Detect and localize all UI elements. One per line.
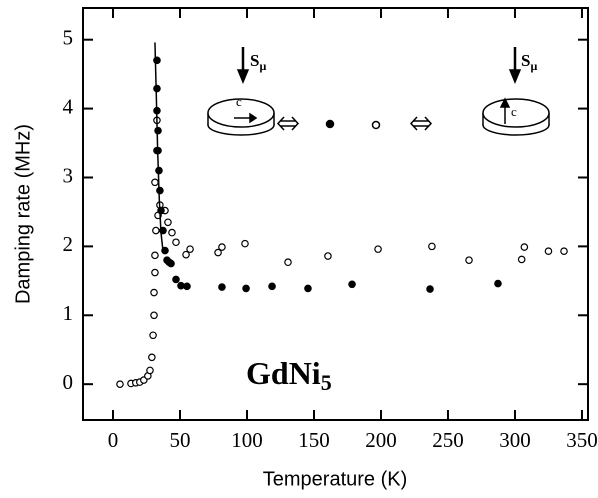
filled-point	[153, 84, 161, 93]
y-tick-label: 2	[63, 232, 74, 256]
spin-label: Sμ	[250, 51, 266, 73]
filled-point	[172, 275, 180, 284]
open-point	[151, 268, 159, 277]
fit-line	[154, 42, 165, 254]
open-point	[544, 247, 553, 256]
filled-point	[167, 259, 175, 268]
filled-point	[177, 281, 185, 290]
open-point	[465, 256, 473, 264]
filled-point	[304, 284, 312, 293]
filled-point	[426, 285, 434, 293]
open-point	[517, 255, 526, 264]
filled-point	[183, 282, 191, 291]
spin-label: Sμ	[521, 51, 537, 73]
x-tick-label: 200	[365, 428, 397, 452]
filled-point	[154, 126, 162, 135]
filled-point	[242, 284, 250, 293]
c-label: c	[511, 104, 517, 119]
spin-sub: μ	[530, 59, 537, 73]
open-point	[218, 243, 226, 251]
sample-sub: 5	[321, 370, 332, 395]
sample-main: GdNi	[246, 355, 321, 391]
inset	[207, 47, 550, 136]
arrow-head	[249, 112, 258, 124]
x-tick-label: 50	[170, 428, 191, 452]
open-point	[241, 239, 249, 248]
x-tick-label: 0	[108, 428, 119, 452]
filled-symbol	[325, 119, 335, 129]
sample-label: GdNi5	[246, 355, 332, 395]
y-tick-label: 1	[63, 301, 74, 325]
x-tick-label: 300	[499, 428, 531, 452]
x-tick-label: 350	[566, 428, 598, 452]
open-point	[146, 366, 154, 375]
y-tick-label: 0	[63, 370, 74, 394]
open-point	[148, 353, 156, 362]
open-point	[150, 288, 158, 297]
open-point	[186, 245, 194, 253]
filled-point	[268, 282, 276, 291]
c-label: c	[236, 94, 242, 109]
plot-area	[82, 7, 589, 421]
open-symbol	[371, 120, 381, 130]
y-tick-label: 3	[63, 163, 74, 187]
open-point	[560, 247, 568, 256]
y-axis-label: Damping rate (MHz)	[12, 124, 34, 304]
open-point	[374, 245, 382, 253]
open-point	[284, 258, 292, 267]
open-point	[324, 252, 332, 260]
spin-main: S	[521, 51, 530, 70]
filled-point	[218, 283, 226, 291]
open-point	[116, 380, 124, 388]
axes-frame	[82, 7, 589, 421]
x-tick-label: 150	[298, 428, 330, 452]
spin-main: S	[250, 51, 259, 70]
x-axis-label: Temperature (K)	[263, 468, 408, 490]
arrow-head	[508, 69, 522, 84]
filled-point	[494, 279, 502, 288]
open-point	[428, 242, 436, 251]
open-point	[164, 218, 172, 227]
double-arrow	[276, 116, 300, 131]
y-tick-label: 5	[63, 26, 74, 50]
x-tick-label: 250	[432, 428, 464, 452]
disk-top	[482, 98, 550, 128]
y-tick-label: 4	[63, 94, 74, 118]
double-arrow	[409, 116, 433, 131]
filled-point	[156, 186, 164, 195]
open-point	[150, 311, 158, 320]
disk-top	[207, 98, 275, 128]
open-point	[151, 178, 159, 187]
open-point	[149, 331, 157, 340]
open-point	[520, 243, 529, 251]
open-point	[152, 226, 160, 235]
open-point	[151, 251, 159, 260]
arrow-head	[499, 97, 511, 108]
spin-sub: μ	[259, 59, 266, 73]
open-point	[214, 248, 222, 257]
open-point	[172, 238, 180, 247]
open-point	[168, 228, 176, 237]
x-tick-label: 100	[231, 428, 263, 452]
filled-point	[157, 206, 165, 215]
arrow-head	[236, 69, 250, 84]
open-point	[182, 250, 190, 259]
filled-point	[348, 280, 356, 289]
